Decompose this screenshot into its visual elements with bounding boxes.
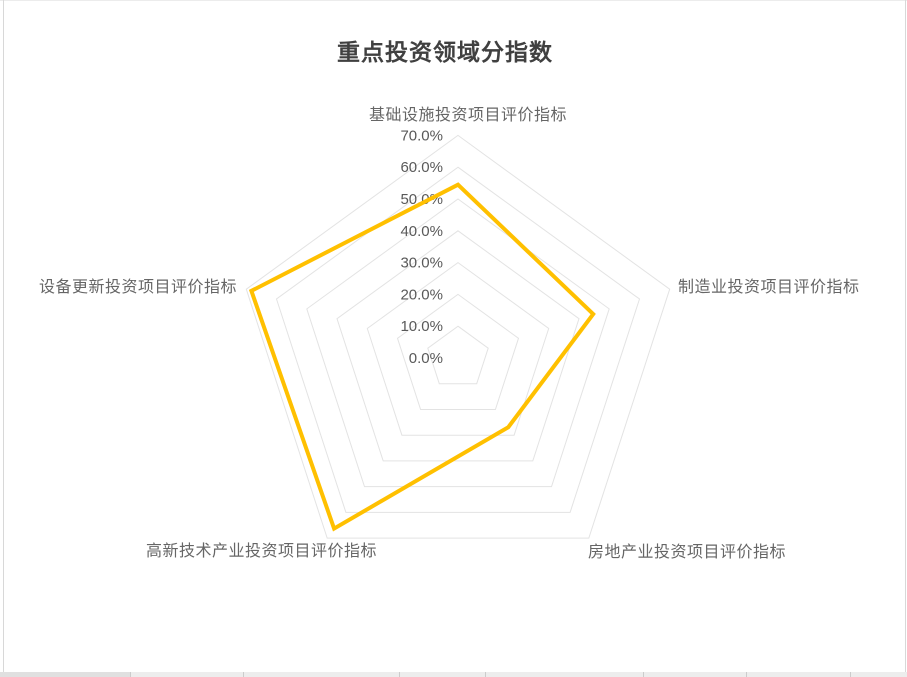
spreadsheet-cell-divider	[399, 672, 400, 677]
radial-tick-label: 20.0%	[400, 286, 443, 303]
radial-tick-label: 60.0%	[400, 159, 443, 176]
radar-axis-label: 房地产业投资项目评价指标	[588, 543, 786, 561]
spreadsheet-cells-edge	[0, 672, 907, 677]
radar-grid-ring	[366, 261, 550, 436]
radial-tick-label: 10.0%	[400, 318, 443, 335]
radar-grid-ring	[396, 293, 520, 410]
radar-axis-label: 高新技术产业投资项目评价指标	[146, 542, 377, 560]
radial-tick-label: 0.0%	[409, 350, 443, 367]
radar-axis-label: 基础设施投资项目评价指标	[369, 106, 567, 124]
spreadsheet-cell-divider	[243, 672, 244, 677]
data-series-line	[248, 182, 596, 532]
radar-grid-ring	[306, 198, 610, 488]
spreadsheet-cell-divider	[485, 672, 486, 677]
radar-grid-ring	[427, 325, 489, 385]
radial-tick-label: 30.0%	[400, 255, 443, 272]
radar-axis-label: 设备更新投资项目评价指标	[39, 278, 237, 296]
window-top-border	[0, 0, 907, 1]
radar-grid-ring	[275, 166, 641, 513]
window-right-border	[905, 0, 906, 677]
spreadsheet-cell-divider	[850, 672, 851, 677]
radial-tick-label: 50.0%	[400, 191, 443, 208]
spreadsheet-cell-shaded	[0, 672, 130, 677]
radial-tick-label: 70.0%	[400, 127, 443, 144]
radar-grid-ring	[245, 134, 671, 539]
spreadsheet-cell-divider	[643, 672, 644, 677]
chart-title: 重点投资领域分指数	[337, 39, 553, 65]
radar-axis-label: 制造业投资项目评价指标	[678, 278, 860, 296]
radial-tick-label: 40.0%	[400, 223, 443, 240]
spreadsheet-cell-divider	[130, 672, 131, 677]
radar-grid-ring	[336, 230, 580, 462]
spreadsheet-cell-divider	[746, 672, 747, 677]
window-left-border	[3, 0, 4, 677]
